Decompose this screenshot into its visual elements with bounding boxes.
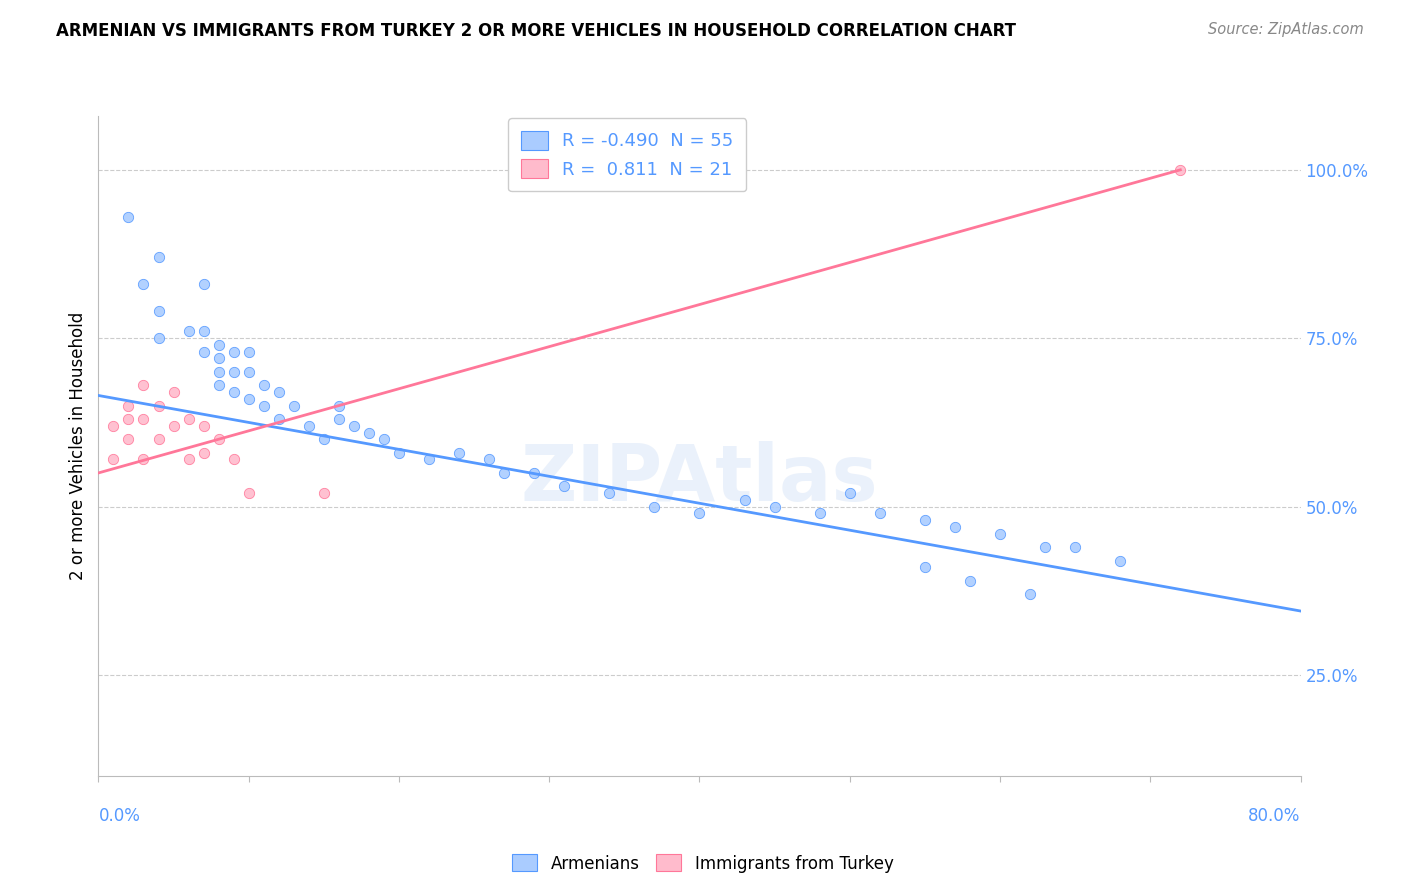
Point xyxy=(943,520,966,534)
Point xyxy=(177,325,200,339)
Point xyxy=(1064,540,1087,554)
Point xyxy=(267,385,290,400)
Point xyxy=(208,432,231,446)
Legend: Armenians, Immigrants from Turkey: Armenians, Immigrants from Turkey xyxy=(506,847,900,880)
Text: ZIPAtlas: ZIPAtlas xyxy=(520,441,879,517)
Point xyxy=(103,418,125,433)
Point xyxy=(494,466,516,480)
Point xyxy=(253,378,276,392)
Point xyxy=(1109,553,1132,567)
Point xyxy=(193,446,215,460)
Point xyxy=(523,466,546,480)
Point xyxy=(598,486,620,500)
Point xyxy=(238,365,260,379)
Point xyxy=(763,500,786,514)
Point xyxy=(988,526,1011,541)
Point xyxy=(373,432,395,446)
Point xyxy=(193,344,215,359)
Point xyxy=(357,425,380,440)
Point xyxy=(162,385,184,400)
Point xyxy=(117,412,139,426)
Legend: R = -0.490  N = 55, R =  0.811  N = 21: R = -0.490 N = 55, R = 0.811 N = 21 xyxy=(509,119,747,192)
Point xyxy=(838,486,860,500)
Point xyxy=(643,500,665,514)
Point xyxy=(343,418,366,433)
Point xyxy=(117,210,139,224)
Point xyxy=(193,418,215,433)
Point xyxy=(222,385,245,400)
Point xyxy=(162,418,184,433)
Point xyxy=(148,399,170,413)
Point xyxy=(689,507,711,521)
Point xyxy=(238,486,260,500)
Point xyxy=(298,418,321,433)
Point xyxy=(447,446,470,460)
Point xyxy=(808,507,831,521)
Point xyxy=(478,452,501,467)
Point xyxy=(312,432,335,446)
Y-axis label: 2 or more Vehicles in Household: 2 or more Vehicles in Household xyxy=(69,312,87,580)
Point xyxy=(132,378,155,392)
Point xyxy=(959,574,981,588)
Point xyxy=(148,304,170,318)
Point xyxy=(193,277,215,292)
Text: Source: ZipAtlas.com: Source: ZipAtlas.com xyxy=(1208,22,1364,37)
Point xyxy=(328,412,350,426)
Point xyxy=(1019,587,1042,601)
Point xyxy=(148,331,170,345)
Text: ARMENIAN VS IMMIGRANTS FROM TURKEY 2 OR MORE VEHICLES IN HOUSEHOLD CORRELATION C: ARMENIAN VS IMMIGRANTS FROM TURKEY 2 OR … xyxy=(56,22,1017,40)
Point xyxy=(208,338,231,352)
Point xyxy=(1033,540,1056,554)
Point xyxy=(103,452,125,467)
Point xyxy=(553,479,575,493)
Point xyxy=(222,344,245,359)
Text: 0.0%: 0.0% xyxy=(98,807,141,825)
Point xyxy=(193,325,215,339)
Point xyxy=(418,452,440,467)
Point xyxy=(914,560,936,574)
Point xyxy=(283,399,305,413)
Point xyxy=(148,432,170,446)
Point xyxy=(117,432,139,446)
Point xyxy=(177,452,200,467)
Point xyxy=(208,365,231,379)
Point xyxy=(208,378,231,392)
Point xyxy=(267,412,290,426)
Text: 80.0%: 80.0% xyxy=(1249,807,1301,825)
Point xyxy=(914,513,936,527)
Point xyxy=(177,412,200,426)
Point xyxy=(238,392,260,406)
Point xyxy=(132,277,155,292)
Point xyxy=(222,452,245,467)
Point xyxy=(238,344,260,359)
Point xyxy=(328,399,350,413)
Point xyxy=(388,446,411,460)
Point xyxy=(253,399,276,413)
Point xyxy=(132,452,155,467)
Point xyxy=(208,351,231,366)
Point xyxy=(734,492,756,507)
Point xyxy=(117,399,139,413)
Point xyxy=(148,251,170,265)
Point xyxy=(869,507,891,521)
Point xyxy=(132,412,155,426)
Point xyxy=(312,486,335,500)
Point xyxy=(1170,162,1192,177)
Point xyxy=(222,365,245,379)
